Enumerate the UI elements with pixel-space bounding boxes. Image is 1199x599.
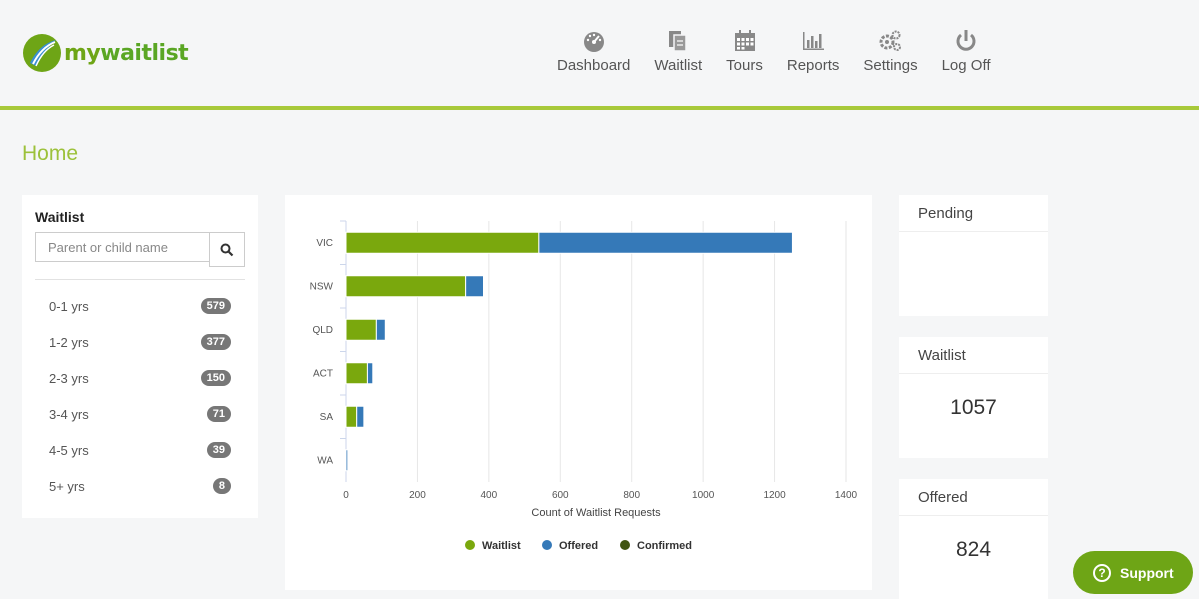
nav-waitlist[interactable]: Waitlist: [642, 28, 714, 74]
waitlist-panel-title: Waitlist: [35, 209, 85, 225]
pending-value: [899, 232, 1048, 254]
age-group-label: 5+ yrs: [49, 478, 85, 494]
age-group-label: 1-2 yrs: [49, 334, 89, 350]
count-badge: 71: [206, 406, 231, 422]
nav-tours-label: Tours: [726, 57, 763, 74]
age-group-item[interactable]: 4-5 yrs 39: [35, 432, 245, 468]
pending-title: Pending: [899, 195, 1048, 232]
divider: [35, 279, 245, 280]
count-badge: 39: [206, 442, 231, 458]
bar-segment-waitlist: [345, 231, 540, 254]
bar-segment-offered: [538, 231, 793, 254]
bar-segment-offered: [465, 275, 484, 298]
age-group-label: 0-1 yrs: [49, 298, 89, 314]
y-category-label: WA: [317, 455, 333, 466]
bar-segment-waitlist: [345, 318, 377, 341]
x-tick-label: 400: [481, 490, 498, 501]
nav-dashboard[interactable]: Dashboard: [545, 28, 642, 74]
x-tick-label: 1400: [835, 490, 858, 501]
nav-logoff-label: Log Off: [941, 57, 991, 74]
waitlist-card[interactable]: Waitlist 1057: [899, 337, 1048, 458]
power-icon: [956, 30, 976, 51]
age-group-label: 3-4 yrs: [49, 406, 89, 422]
offered-title: Offered: [899, 479, 1048, 516]
age-group-item[interactable]: 0-1 yrs 579: [35, 288, 245, 324]
y-category-label: QLD: [312, 325, 333, 336]
bar-segment-offered: [345, 449, 349, 472]
waitlist-panel: Waitlist 0-1 yrs 579 1-2 yrs 377 2-3 yrs 15…: [22, 195, 258, 518]
nav-dashboard-label: Dashboard: [557, 57, 631, 74]
nav-reports-label: Reports: [786, 57, 840, 74]
count-badge: 8: [212, 478, 231, 494]
support-button[interactable]: ? Support: [1073, 551, 1193, 594]
nav-settings[interactable]: Settings: [851, 28, 929, 74]
logo-text-my: my: [64, 40, 101, 66]
support-label: Support: [1120, 564, 1174, 581]
mywaitlist-logo[interactable]: mywaitlist: [22, 33, 189, 73]
search-button[interactable]: [209, 232, 245, 267]
logo-text-waitlist: waitlist: [100, 40, 189, 66]
legend-label: Waitlist: [482, 540, 521, 552]
logo-text: mywaitlist: [64, 40, 189, 66]
x-tick-label: 200: [409, 490, 426, 501]
count-badge: 377: [200, 334, 231, 350]
legend-swatch: [620, 540, 630, 550]
legend-label: Offered: [559, 540, 598, 552]
count-badge: 579: [200, 298, 231, 314]
offered-card[interactable]: Offered 824: [899, 479, 1048, 599]
count-badge: 150: [200, 370, 231, 386]
chart-panel: 0 200 400 600 800 1000 1200 1400 VIC NSW QLD ACT SA W…: [285, 195, 872, 590]
age-group-item[interactable]: 3-4 yrs 71: [35, 396, 245, 432]
x-tick-label: 1200: [763, 490, 786, 501]
bar-segment-offered: [366, 362, 374, 385]
calendar-icon: [734, 30, 755, 51]
legend-swatch: [465, 540, 475, 550]
y-category-label: NSW: [310, 281, 334, 292]
nav-reports[interactable]: Reports: [775, 28, 852, 74]
search-input[interactable]: [35, 232, 210, 262]
age-group-item[interactable]: 1-2 yrs 377: [35, 324, 245, 360]
legend-label: Confirmed: [637, 540, 692, 552]
y-category-label: VIC: [316, 238, 333, 249]
state-bar-chart: 0 200 400 600 800 1000 1200 1400 VIC NSW QLD ACT SA W…: [310, 220, 858, 552]
legend-swatch: [542, 540, 552, 550]
nav-settings-label: Settings: [863, 57, 918, 74]
question-circle-icon: ?: [1093, 563, 1111, 582]
bar-segment-waitlist: [345, 362, 368, 385]
dashboard-gauge-icon: [583, 32, 604, 52]
page-title: Home: [22, 142, 79, 165]
x-tick-label: 800: [623, 490, 640, 501]
nav-logoff[interactable]: Log Off: [930, 28, 1003, 74]
age-group-label: 2-3 yrs: [49, 370, 89, 386]
x-tick-label: 600: [552, 490, 569, 501]
x-axis-title: Count of Waitlist Requests: [531, 507, 661, 519]
bar-segment-waitlist: [345, 275, 467, 298]
logo-mark-icon: [23, 34, 61, 72]
age-group-label: 4-5 yrs: [49, 442, 89, 458]
waitlist-title: Waitlist: [899, 337, 1048, 374]
nav-tours[interactable]: Tours: [714, 28, 775, 74]
age-group-list: 0-1 yrs 579 1-2 yrs 377 2-3 yrs 150 3-4 yrs…: [35, 288, 245, 504]
pending-card[interactable]: Pending: [899, 195, 1048, 316]
bar-segment-offered: [375, 318, 386, 341]
bar-chart-icon: [803, 32, 825, 50]
bar-segment-waitlist: [345, 405, 358, 428]
app-header: mywaitlist Dashboard Waitlist Tours Repo…: [0, 0, 1199, 110]
offered-value: 824: [955, 538, 992, 561]
y-category-label: ACT: [313, 368, 333, 379]
age-group-item[interactable]: 5+ yrs 8: [35, 468, 245, 504]
nav-waitlist-label: Waitlist: [654, 57, 703, 74]
documents-icon: [669, 31, 688, 52]
x-tick-label: 1000: [692, 490, 715, 501]
gears-icon: [879, 30, 902, 51]
waitlist-value: 1057: [950, 396, 997, 419]
x-tick-label: 0: [343, 490, 349, 501]
main-nav: Dashboard Waitlist Tours Reports Setting…: [545, 28, 1003, 74]
bar-segment-offered: [356, 405, 365, 428]
age-group-item[interactable]: 2-3 yrs 150: [35, 360, 245, 396]
search-icon: [220, 243, 234, 256]
y-category-label: SA: [320, 412, 334, 423]
